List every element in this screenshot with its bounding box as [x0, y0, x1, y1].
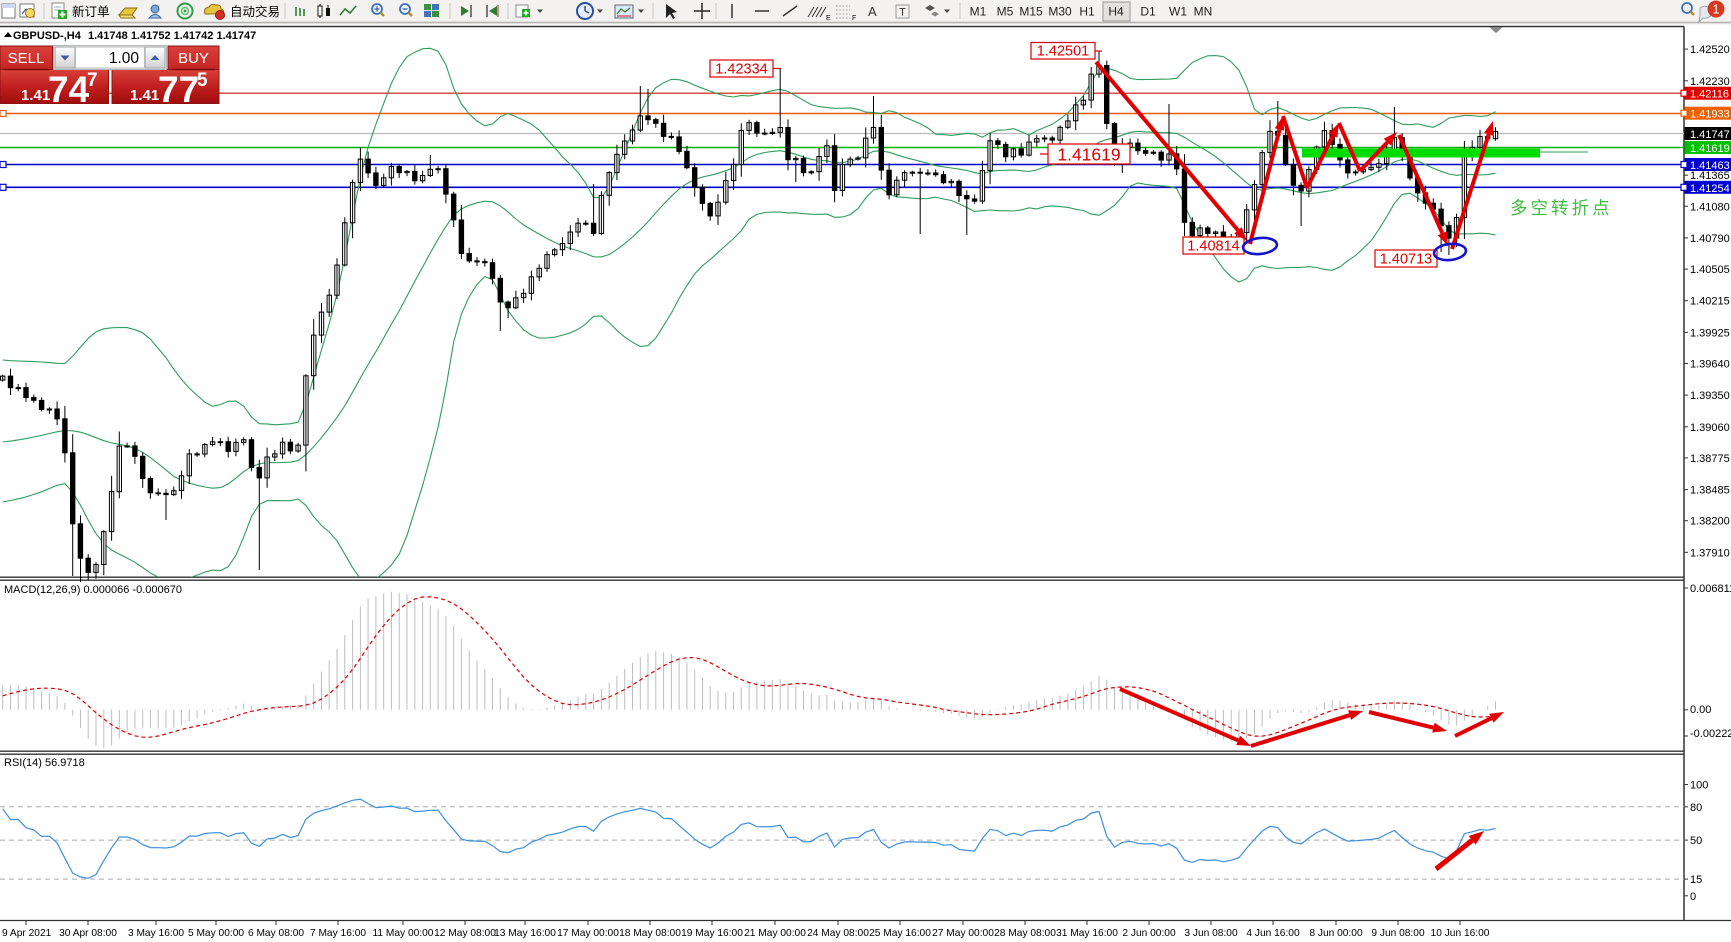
- svg-text:1.42230: 1.42230: [1690, 76, 1730, 88]
- svg-text:1.42334: 1.42334: [715, 62, 767, 78]
- svg-text:8 Jun 00:00: 8 Jun 00:00: [1309, 928, 1363, 939]
- svg-text:1.39925: 1.39925: [1690, 327, 1730, 339]
- svg-text:BUY: BUY: [178, 50, 209, 67]
- svg-text:SELL: SELL: [8, 50, 45, 67]
- svg-text:RSI(14) 56.9718: RSI(14) 56.9718: [4, 757, 85, 769]
- svg-text:M5: M5: [997, 5, 1014, 19]
- svg-text:W1: W1: [1169, 5, 1187, 19]
- svg-text:1.42520: 1.42520: [1690, 44, 1730, 56]
- svg-text:27 May 00:00: 27 May 00:00: [932, 928, 994, 939]
- svg-text:3 May 16:00: 3 May 16:00: [128, 928, 184, 939]
- svg-text:0: 0: [1690, 891, 1696, 903]
- svg-text:5 May 00:00: 5 May 00:00: [188, 928, 244, 939]
- svg-text:17 May 00:00: 17 May 00:00: [557, 928, 619, 939]
- svg-text:100: 100: [1690, 780, 1708, 792]
- svg-text:31 May 16:00: 31 May 16:00: [1056, 928, 1118, 939]
- svg-text:M1: M1: [970, 5, 987, 19]
- svg-text:24 May 08:00: 24 May 08:00: [807, 928, 869, 939]
- svg-text:7 May 16:00: 7 May 16:00: [310, 928, 366, 939]
- svg-text:4 Jun 16:00: 4 Jun 16:00: [1246, 928, 1300, 939]
- svg-text:15: 15: [1690, 874, 1702, 886]
- svg-text:19 May 16:00: 19 May 16:00: [681, 928, 743, 939]
- svg-text:H1: H1: [1079, 5, 1095, 19]
- svg-text:12 May 08:00: 12 May 08:00: [434, 928, 496, 939]
- svg-text:MN: MN: [1194, 5, 1213, 19]
- svg-text:1.39060: 1.39060: [1690, 422, 1730, 434]
- svg-text:1.39640: 1.39640: [1690, 359, 1730, 371]
- svg-text:0.00: 0.00: [1690, 704, 1711, 716]
- svg-text:6 May 08:00: 6 May 08:00: [248, 928, 304, 939]
- svg-text:21 May 00:00: 21 May 00:00: [744, 928, 806, 939]
- svg-text:1.41747: 1.41747: [1690, 129, 1730, 141]
- svg-text:10 Jun 16:00: 10 Jun 16:00: [1431, 928, 1490, 939]
- svg-text:新订单: 新订单: [72, 4, 110, 19]
- svg-text:3 Jun 08:00: 3 Jun 08:00: [1184, 928, 1238, 939]
- svg-text:0.006811: 0.006811: [1690, 583, 1731, 595]
- svg-text:30 Apr 08:00: 30 Apr 08:00: [59, 928, 117, 939]
- svg-text:2 Jun 00:00: 2 Jun 00:00: [1122, 928, 1176, 939]
- svg-text:MACD(12,26,9) 0.000066 -0.0006: MACD(12,26,9) 0.000066 -0.000670: [4, 584, 182, 596]
- svg-text:18 May 08:00: 18 May 08:00: [619, 928, 681, 939]
- svg-text:1.41365: 1.41365: [1690, 170, 1730, 182]
- svg-text:1.41080: 1.41080: [1690, 201, 1730, 213]
- svg-text:11 May 00:00: 11 May 00:00: [373, 928, 434, 939]
- svg-text:1.00: 1.00: [109, 50, 140, 67]
- svg-text:多空转折点: 多空转折点: [1510, 198, 1613, 218]
- svg-text:D1: D1: [1140, 5, 1156, 19]
- svg-text:9 Jun 08:00: 9 Jun 08:00: [1371, 928, 1425, 939]
- svg-text:74: 74: [48, 69, 90, 110]
- svg-text:1.38200: 1.38200: [1690, 516, 1730, 528]
- svg-text:1.41463: 1.41463: [1690, 160, 1730, 172]
- svg-text:1.41: 1.41: [130, 87, 159, 104]
- svg-text:M15: M15: [1019, 5, 1043, 19]
- svg-text:1.38775: 1.38775: [1690, 453, 1730, 465]
- svg-text:1.40713: 1.40713: [1380, 252, 1432, 268]
- svg-text:50: 50: [1690, 835, 1702, 847]
- svg-text:GBPUSD-,H4: GBPUSD-,H4: [13, 30, 82, 42]
- svg-text:1.37910: 1.37910: [1690, 547, 1730, 559]
- svg-text:1.41619: 1.41619: [1057, 145, 1120, 165]
- svg-text:28 May 08:00: 28 May 08:00: [994, 928, 1056, 939]
- svg-text:1.41: 1.41: [21, 87, 50, 104]
- svg-text:A: A: [868, 4, 877, 19]
- svg-text:1.41748 1.41752 1.41742 1.4174: 1.41748 1.41752 1.41742 1.41747: [88, 30, 256, 42]
- svg-text:自动交易: 自动交易: [230, 4, 280, 19]
- svg-text:13 May 16:00: 13 May 16:00: [494, 928, 556, 939]
- svg-text:25 May 16:00: 25 May 16:00: [869, 928, 931, 939]
- svg-text:1: 1: [1713, 3, 1720, 17]
- svg-text:F: F: [852, 15, 856, 22]
- svg-text:1.39350: 1.39350: [1690, 390, 1730, 402]
- svg-text:80: 80: [1690, 802, 1702, 814]
- svg-text:9 Apr 2021: 9 Apr 2021: [2, 928, 52, 939]
- svg-text:1.41254: 1.41254: [1690, 183, 1730, 195]
- svg-text:1.41619: 1.41619: [1690, 143, 1730, 155]
- svg-text:T: T: [899, 7, 906, 19]
- svg-text:1.40790: 1.40790: [1690, 233, 1730, 245]
- svg-text:E: E: [826, 15, 831, 22]
- svg-text:5: 5: [197, 70, 208, 91]
- svg-text:1.38485: 1.38485: [1690, 485, 1730, 497]
- svg-text:1.41933: 1.41933: [1690, 109, 1730, 121]
- svg-text:-0.002227: -0.002227: [1690, 728, 1731, 740]
- svg-text:H4: H4: [1108, 5, 1124, 19]
- svg-text:1.42501: 1.42501: [1037, 44, 1089, 60]
- svg-text:1.40215: 1.40215: [1690, 296, 1730, 308]
- svg-text:1.42116: 1.42116: [1690, 89, 1729, 101]
- svg-text:1.40505: 1.40505: [1690, 264, 1730, 276]
- svg-text:M30: M30: [1048, 5, 1072, 19]
- svg-text:7: 7: [87, 70, 98, 91]
- svg-text:77: 77: [158, 69, 199, 110]
- svg-text:1.40814: 1.40814: [1187, 239, 1239, 255]
